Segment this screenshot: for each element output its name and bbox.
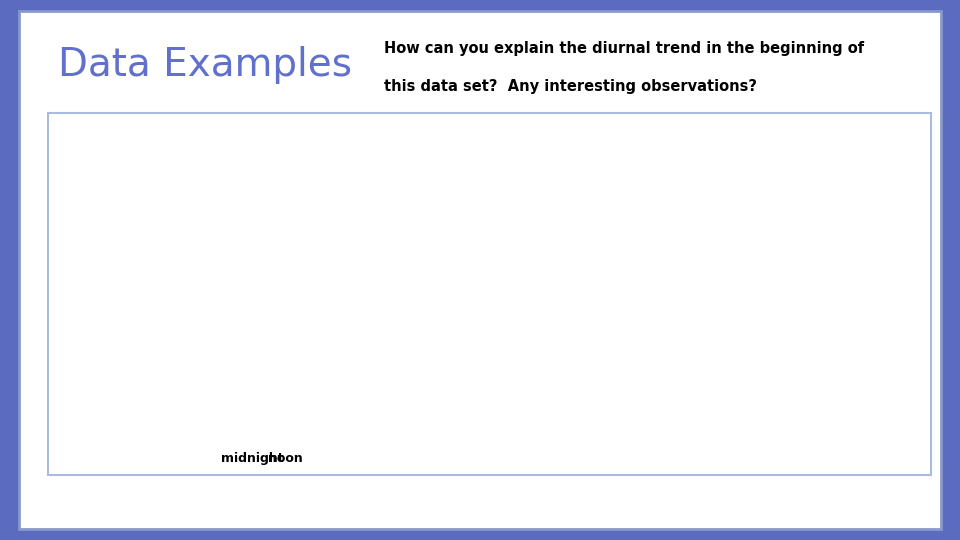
Text: (Annual fourth highest daily maximum 8 hr concentration averaged over 3 years): (Annual fourth highest daily maximum 8 h… bbox=[126, 176, 470, 185]
Text: NAAQS Limit: 76 ppb: NAAQS Limit: 76 ppb bbox=[126, 154, 235, 164]
Text: How can you explain the diurnal trend in the beginning of: How can you explain the diurnal trend in… bbox=[384, 41, 864, 56]
Y-axis label: Ozone (ppb): Ozone (ppb) bbox=[71, 237, 84, 319]
Text: midnight: midnight bbox=[221, 451, 283, 465]
Text: Data Examples: Data Examples bbox=[58, 46, 351, 84]
Legend: Paonia, CO, Denver, CO, Grand Junction, CO: Paonia, CO, Denver, CO, Grand Junction, … bbox=[758, 141, 916, 204]
X-axis label: Date: Date bbox=[502, 450, 535, 463]
Text: this data set?  Any interesting observations?: this data set? Any interesting observati… bbox=[384, 79, 757, 94]
Text: noon: noon bbox=[268, 451, 302, 465]
Title: Average Hourly Ozone in Colorado (5/3/14 - 5/9/14): Average Hourly Ozone in Colorado (5/3/14… bbox=[312, 116, 725, 131]
